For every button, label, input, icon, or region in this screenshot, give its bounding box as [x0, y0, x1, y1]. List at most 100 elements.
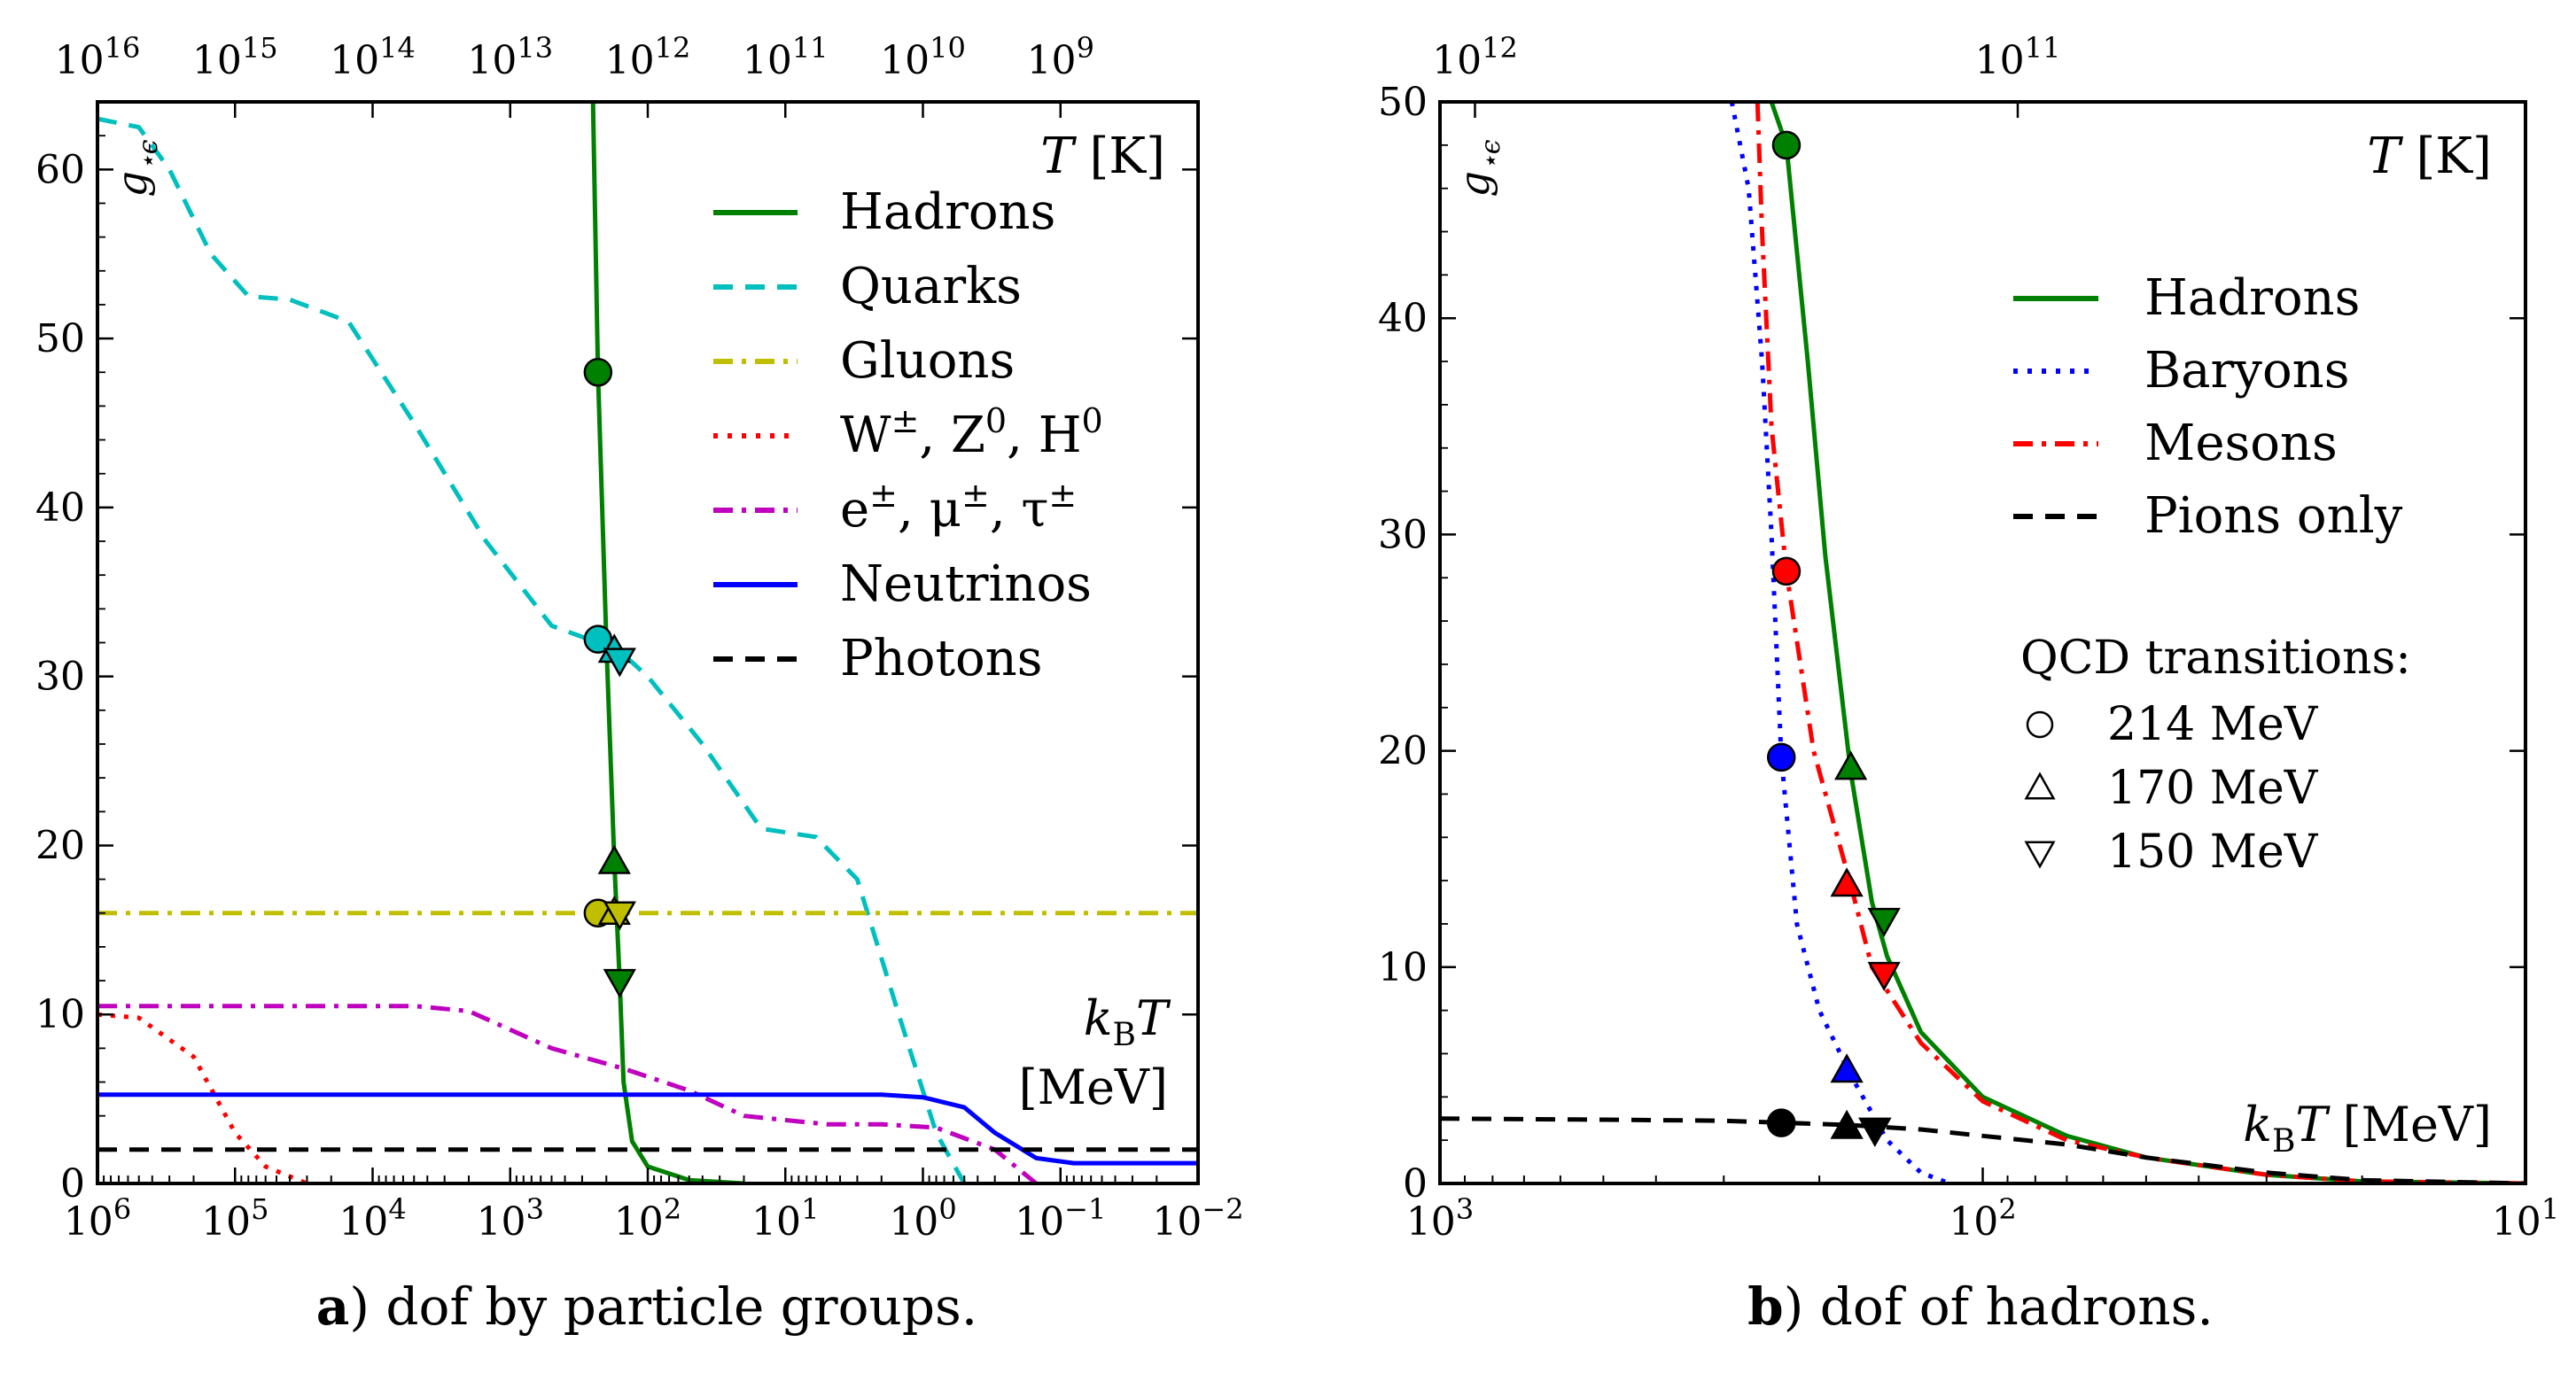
tick-exponent: 16 — [105, 31, 141, 65]
legend-sup: 0 — [985, 401, 1007, 440]
tick-mantissa: 10 — [2492, 1199, 2541, 1245]
legend-label: Quarks — [840, 258, 1022, 315]
tick-exponent: 1 — [2541, 1192, 2559, 1226]
y-axis-label: g⋆ϵ — [1451, 139, 1506, 197]
legend-sup: ± — [869, 476, 898, 515]
tick-mantissa: 10 — [614, 1199, 664, 1245]
series-line-hadrons — [590, 102, 744, 1183]
data-marker-triangle-down — [603, 648, 636, 678]
series-line-mesons — [1755, 102, 2525, 1183]
tick-exponent: 0 — [938, 1192, 956, 1226]
xlabel-k: k — [1084, 990, 1113, 1046]
tick-exponent: 10 — [930, 31, 966, 65]
tick-exponent: 11 — [2025, 31, 2061, 65]
tlabel-unit: [K] — [1074, 128, 1165, 185]
legend-sup: ± — [961, 476, 990, 515]
top-tick-label: 109 — [1027, 31, 1094, 83]
series-group — [1440, 102, 2525, 1183]
tick-mantissa: 10 — [1975, 38, 2025, 83]
ylabel-main: g — [1451, 171, 1498, 197]
top-tick-label: 1011 — [743, 31, 829, 83]
legend-label: Gluons — [840, 332, 1015, 390]
y-tick-label: 0 — [1403, 1161, 1428, 1206]
legend-label: Hadrons — [2144, 269, 2360, 327]
tick-mantissa: 10 — [467, 38, 517, 83]
data-marker-triangle-up — [1833, 750, 1868, 780]
tick-exponent: 6 — [113, 1192, 131, 1226]
data-marker-circle — [1766, 1108, 1796, 1137]
legend-sup: ± — [891, 401, 920, 440]
legend-label: Photons — [840, 630, 1042, 687]
tick-mantissa: 10 — [1406, 1199, 1456, 1245]
tick-exponent: 11 — [792, 31, 829, 65]
data-marker-triangle-down — [603, 968, 636, 998]
x-tick-label: 102 — [614, 1192, 681, 1245]
y-tick-label: 30 — [35, 655, 85, 700]
y-tick-label: 10 — [35, 992, 85, 1037]
top-tick-label: 1016 — [55, 31, 141, 83]
y-axis-label: g⋆ϵ — [108, 139, 164, 197]
caption-label: a — [316, 1276, 350, 1337]
legend-text: , μ — [898, 481, 961, 539]
tick-mantissa: 10 — [1949, 1199, 1998, 1245]
xlabel-sub: B — [2272, 1123, 2295, 1160]
tick-mantissa: 10 — [64, 1199, 113, 1245]
y-tick-label: 30 — [1378, 512, 1428, 557]
tick-mantissa: 10 — [1027, 38, 1077, 83]
data-marker-circle — [583, 358, 613, 387]
panel-caption: b) dof of hadrons. — [1747, 1276, 2214, 1337]
x-tick-label: 10−1 — [1015, 1192, 1106, 1245]
qcd-legend-marker-triangle-up — [2024, 772, 2056, 800]
tick-mantissa: 10 — [330, 38, 379, 83]
caption-text: ) dof of hadrons. — [1784, 1276, 2214, 1337]
data-marker-triangle-down — [1867, 961, 1901, 991]
y-tick-label: 40 — [35, 485, 85, 531]
tick-exponent: 4 — [388, 1192, 406, 1226]
tick-exponent: 12 — [655, 31, 691, 65]
series-line-electroweak-bosons — [97, 1012, 308, 1183]
x-axis-label-unit: [MeV] — [1019, 1059, 1168, 1115]
x-axis-label: kBT — [1084, 990, 1171, 1053]
legend: Hadrons Baryons Mesons Pions only — [2013, 269, 2403, 545]
y-tick-label: 40 — [1378, 296, 1428, 341]
tick-mantissa: 10 — [201, 1199, 251, 1245]
series-group — [97, 102, 1198, 1183]
x-tick-label: 106 — [64, 1192, 131, 1245]
data-marker-triangle-down — [603, 901, 636, 931]
series-line-neutrinos — [97, 1092, 1198, 1166]
tick-mantissa: 10 — [1015, 1199, 1064, 1245]
x-tick-label: 105 — [201, 1192, 268, 1245]
legend-sup: ± — [1048, 476, 1077, 515]
qcd-legend-marker-circle — [2026, 710, 2054, 739]
ylabel-sub: ⋆ϵ — [133, 139, 164, 171]
marker-group — [1766, 130, 1901, 1147]
legend-label: Neutrinos — [840, 555, 1092, 613]
tick-mantissa: 10 — [339, 1199, 388, 1245]
qcd-transitions-title: QCD transitions: — [2020, 632, 2411, 685]
marker-group — [583, 358, 636, 998]
qcd-transitions-legend: QCD transitions: 214 MeV 170 MeV 150 MeV — [2020, 632, 2411, 879]
tick-exponent: 3 — [526, 1192, 544, 1226]
tlabel-var: T — [1040, 128, 1077, 185]
tick-mantissa: 10 — [751, 1199, 801, 1245]
legend-sup: 0 — [1082, 401, 1103, 440]
legend-label: Baryons — [2144, 342, 2349, 400]
x-tick-label: 103 — [477, 1192, 544, 1245]
top-tick-label: 1010 — [880, 31, 966, 83]
x-tick-label: 104 — [339, 1192, 406, 1245]
legend-label: Mesons — [2144, 415, 2338, 472]
data-marker-circle — [1771, 130, 1802, 160]
xlabel-T: T — [1136, 990, 1171, 1046]
x-tick-label: 10−2 — [1152, 1192, 1243, 1245]
tick-exponent: −1 — [1064, 1192, 1106, 1226]
tick-exponent: 12 — [1482, 31, 1518, 65]
tick-mantissa: 10 — [880, 38, 930, 83]
y-tick-label: 50 — [35, 316, 85, 361]
top-tick-label: 1012 — [1432, 31, 1518, 83]
top-axis-label: T [K] — [1040, 128, 1165, 185]
data-marker-triangle-up — [1830, 867, 1864, 897]
